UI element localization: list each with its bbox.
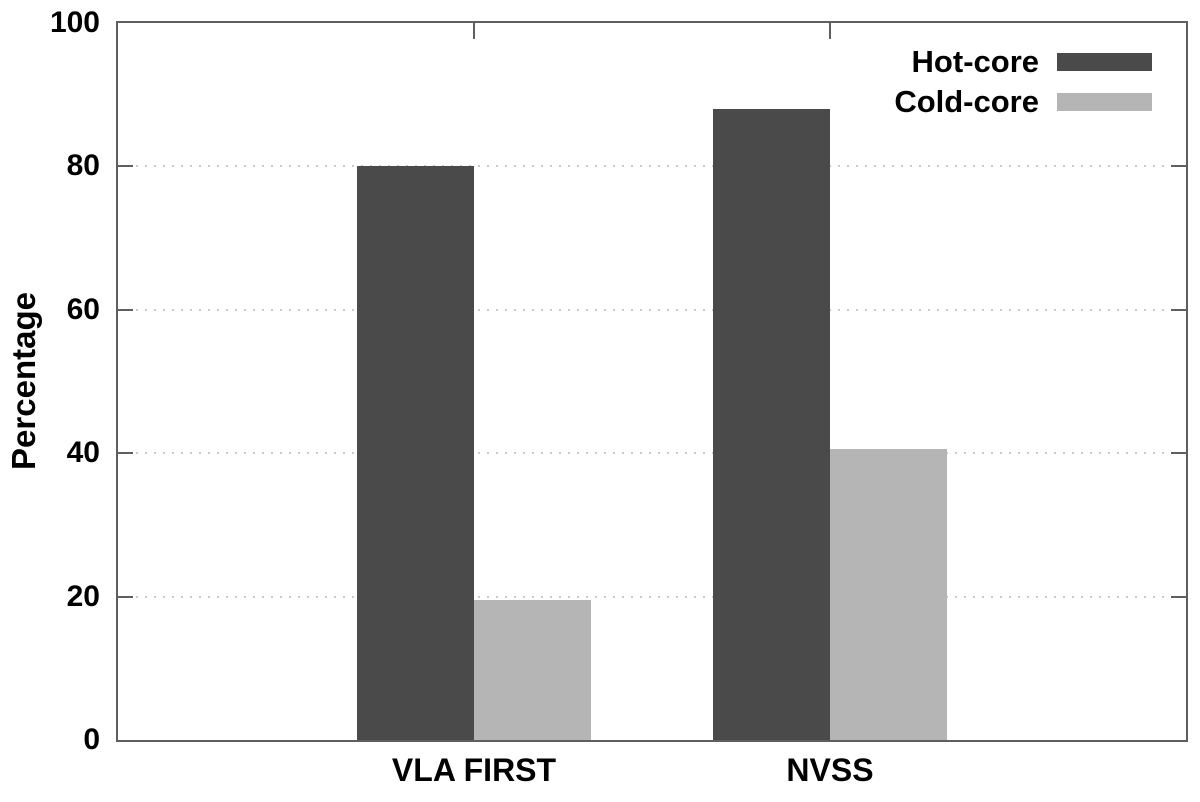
- gridline-60: [118, 308, 1186, 311]
- bar-hot-core-nvss: [713, 109, 830, 740]
- y-tick-left-40: [118, 452, 133, 455]
- gridline-80: [118, 165, 1186, 168]
- x-category-label-nvss: NVSS: [786, 752, 874, 788]
- y-tick-label-60: 60: [66, 292, 100, 326]
- x-tick-top-nvss: [829, 23, 831, 39]
- legend-swatch-hot-core: [1057, 52, 1152, 71]
- y-tick-right-60: [1171, 308, 1186, 311]
- x-category-label-vla-first: VLA FIRST: [391, 752, 557, 788]
- legend: Hot-core Cold-core: [894, 43, 1152, 120]
- bar-cold-core-nvss: [830, 448, 947, 740]
- legend-label-cold-core: Cold-core: [894, 84, 1039, 119]
- y-tick-left-80: [118, 165, 133, 168]
- y-tick-right-80: [1171, 165, 1186, 168]
- y-tick-label-40: 40: [66, 436, 100, 470]
- bar-cold-core-vla-first: [474, 600, 591, 740]
- bar-hot-core-vla-first: [357, 166, 474, 740]
- x-tick-top-vla-first: [473, 23, 475, 39]
- y-tick-left-60: [118, 308, 133, 311]
- legend-label-hot-core: Hot-core: [911, 44, 1039, 79]
- gridline-20: [118, 595, 1186, 598]
- y-tick-label-80: 80: [66, 149, 100, 183]
- y-tick-label-20: 20: [66, 579, 100, 613]
- legend-swatch-cold-core: [1057, 92, 1152, 111]
- y-tick-left-20: [118, 595, 133, 598]
- legend-item-hot-core: Hot-core: [912, 43, 1152, 80]
- y-tick-label-0: 0: [83, 723, 100, 756]
- y-tick-right-20: [1171, 595, 1186, 598]
- legend-item-cold-core: Cold-core: [894, 83, 1152, 120]
- y-tick-right-40: [1171, 452, 1186, 455]
- gridline-40: [118, 452, 1186, 455]
- y-tick-label-100: 100: [49, 6, 100, 39]
- plot-area: Hot-core Cold-core: [116, 21, 1188, 742]
